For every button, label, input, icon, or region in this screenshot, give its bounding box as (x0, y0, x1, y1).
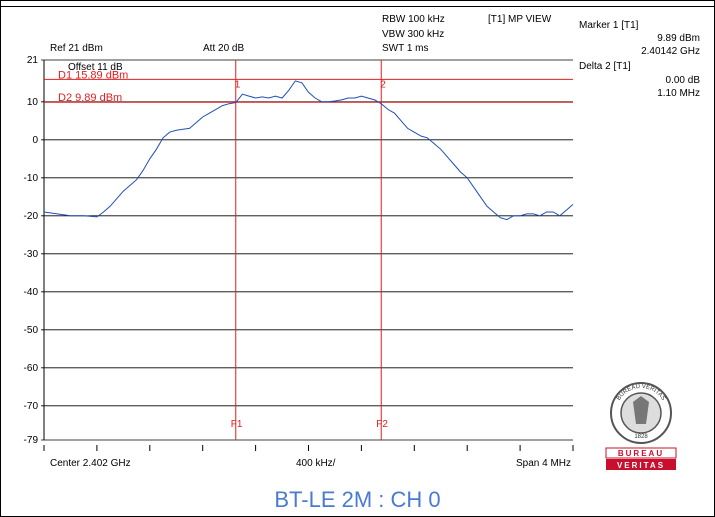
center-frequency-label: Center 2.402 GHz (50, 458, 131, 469)
svg-text:BUREAU: BUREAU (618, 449, 664, 458)
y-tick-label: 10 (27, 97, 39, 108)
svg-text:VERITAS: VERITAS (617, 461, 665, 470)
delta2-title: Delta 2 [T1] (579, 61, 631, 72)
display-line-label-1: D1 15.89 dBm (58, 69, 128, 81)
y-tick-label: -50 (24, 325, 39, 336)
plot-grid (41, 59, 573, 441)
marker-label-1: 1 (235, 79, 241, 90)
y-tick-label: -70 (24, 401, 39, 412)
top-border (0, 0, 715, 7)
span-label: Span 4 MHz (516, 458, 572, 469)
y-tick-labels: 21 10 0 -10 -20 -30 -40 -50 -60 -70 -79 (24, 55, 39, 446)
bureau-veritas-logo: BUREAU VERITAS 1828 BUREAU VERITAS (605, 382, 677, 470)
marker1-frequency: 2.40142 GHz (641, 46, 700, 57)
vbw-label: VBW 300 kHz (382, 29, 445, 40)
delta2-level: 0.00 dB (665, 75, 700, 86)
figure-caption: BT-LE 2M : CH 0 (274, 487, 441, 512)
marker-label-2: 2 (380, 79, 386, 90)
offset-label: Offset 11 dB (68, 62, 123, 73)
view-label: [T1] MP VIEW (488, 14, 552, 25)
spectrum-trace (43, 80, 574, 221)
frequency-lines: F1 F2 1 2 (231, 60, 388, 440)
division-label: 400 kHz/ (296, 458, 336, 469)
y-tick-label: -10 (24, 173, 39, 184)
svg-text:1828: 1828 (634, 434, 648, 440)
trace-layer (43, 80, 574, 221)
swt-label: SWT 1 ms (382, 43, 429, 54)
ref-level-label: Ref 21 dBm (50, 43, 103, 54)
y-tick-label: -60 (24, 363, 39, 374)
y-tick-label: 0 (32, 135, 38, 146)
marker1-title: Marker 1 [T1] (579, 20, 639, 31)
frequency-line-label-1: F1 (231, 419, 243, 430)
marker1-level: 9.89 dBm (657, 33, 700, 44)
y-tick-label: -79 (24, 435, 39, 446)
delta2-frequency: 1.10 MHz (657, 88, 700, 99)
rbw-label: RBW 100 kHz (382, 14, 445, 25)
x-ticks (43, 445, 574, 451)
y-tick-label: 21 (27, 55, 39, 66)
display-line-label-2: D2 9.89 dBm (58, 92, 122, 104)
frequency-line-label-2: F2 (376, 419, 388, 430)
y-tick-label: -20 (24, 211, 39, 222)
y-tick-label: -30 (24, 249, 39, 260)
y-tick-label: -40 (24, 287, 39, 298)
display-lines: D1 15.89 dBm D2 9.89 dBm (44, 69, 573, 104)
attenuation-label: Att 20 dB (203, 43, 245, 54)
